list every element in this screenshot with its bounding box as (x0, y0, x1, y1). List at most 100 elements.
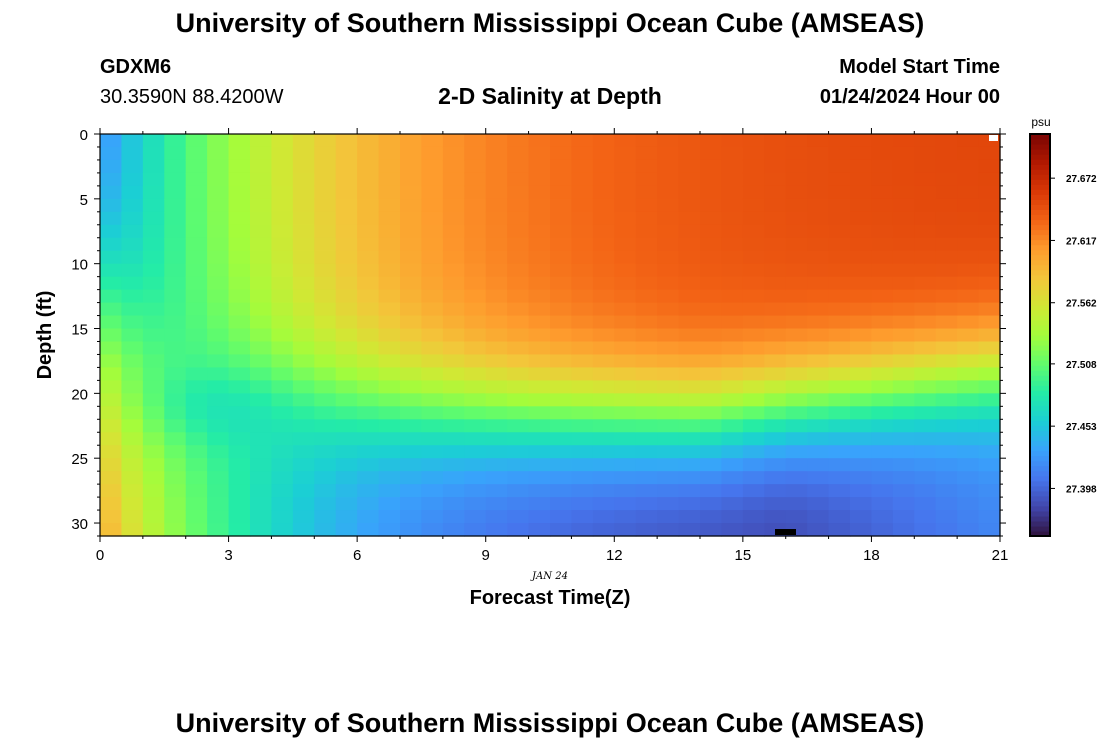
heatmap-cell (550, 276, 573, 291)
heatmap-cell (700, 367, 723, 381)
heatmap-cell (828, 276, 851, 291)
heatmap-cell (957, 159, 980, 174)
heatmap-cell (550, 159, 573, 174)
heatmap-cell (550, 198, 573, 213)
colorbar-segment (1030, 289, 1050, 296)
heatmap-cell (314, 211, 337, 226)
station-coordinates: 30.3590N 88.4200W (100, 86, 284, 108)
heatmap-cell (207, 172, 230, 187)
heatmap-cell (978, 224, 1001, 239)
heatmap-cell (657, 172, 680, 187)
heatmap-cell (892, 289, 915, 304)
heatmap-cell (635, 523, 658, 537)
heatmap-cell (228, 484, 251, 498)
heatmap-cell (507, 367, 530, 381)
heatmap-cell (185, 497, 208, 511)
heatmap-cell (314, 367, 337, 381)
heatmap-cell (250, 276, 273, 291)
heatmap-cell (314, 510, 337, 524)
heatmap-cell (764, 432, 787, 446)
heatmap-cell (635, 198, 658, 213)
colorbar-segment (1030, 465, 1050, 472)
heatmap-cell (957, 354, 980, 369)
heatmap-cell (571, 406, 594, 420)
heatmap-cell (635, 159, 658, 174)
heatmap-cell (185, 224, 208, 239)
heatmap-cell (550, 367, 573, 381)
colorbar-segment (1030, 189, 1050, 195)
heatmap-cell (335, 523, 358, 537)
heatmap-cell (164, 380, 187, 394)
heatmap-cell (228, 315, 251, 330)
heatmap-cell (935, 289, 958, 304)
heatmap-cell (207, 159, 230, 174)
heatmap-cell (335, 367, 358, 381)
heatmap-cell (700, 510, 723, 524)
colorbar-segment (1030, 530, 1050, 537)
heatmap-cell (892, 328, 915, 343)
heatmap-cell (528, 471, 551, 485)
heatmap-cell (935, 328, 958, 343)
heatmap-cell (957, 419, 980, 433)
heatmap-cell (785, 159, 808, 174)
heatmap-cell (121, 263, 144, 278)
heatmap-cell (978, 172, 1001, 187)
heatmap-cell (464, 510, 487, 524)
heatmap-cell (721, 134, 744, 148)
heatmap-cell (871, 134, 894, 148)
heatmap-cell (700, 276, 723, 291)
heatmap-cell (228, 432, 251, 446)
heatmap-cell (635, 497, 658, 511)
heatmap-cell (442, 172, 465, 187)
heatmap-cell (635, 263, 658, 278)
heatmap-cell (442, 471, 465, 485)
heatmap-cell (828, 185, 851, 200)
heatmap-cell (957, 497, 980, 511)
colorbar-segment (1030, 154, 1050, 160)
heatmap-cell (785, 237, 808, 252)
heatmap-cell (142, 250, 165, 265)
heatmap-cell (828, 146, 851, 161)
heatmap-cell (207, 328, 230, 343)
heatmap-cell (400, 315, 423, 330)
heatmap-cell (250, 471, 273, 485)
heatmap-cell (271, 198, 294, 213)
heatmap-cell (228, 250, 251, 265)
heatmap-cell (807, 497, 830, 511)
colorbar-tick-label: 27.672 (1066, 174, 1097, 185)
heatmap-cell (828, 367, 851, 381)
heatmap-cell (164, 471, 187, 485)
heatmap-cell (421, 159, 444, 174)
heatmap-cell (592, 237, 615, 252)
y-tick-label: 0 (80, 127, 88, 144)
heatmap-cell (400, 484, 423, 498)
heatmap-cell (807, 432, 830, 446)
heatmap-cell (614, 523, 637, 537)
colorbar-segment (1030, 495, 1050, 502)
heatmap-cell (785, 134, 808, 148)
heatmap-cell (164, 315, 187, 330)
heatmap-cell (250, 497, 273, 511)
heatmap-cell (614, 458, 637, 472)
heatmap-cell (528, 484, 551, 498)
heatmap-cell (914, 185, 937, 200)
heatmap-cell (635, 134, 658, 148)
heatmap-cell (442, 224, 465, 239)
heatmap-cell (378, 237, 401, 252)
heatmap-cell (335, 276, 358, 291)
heatmap-cell (807, 445, 830, 459)
heatmap-cell (742, 497, 765, 511)
heatmap-cell (185, 354, 208, 369)
heatmap-cell (335, 146, 358, 161)
heatmap-cell (678, 354, 701, 369)
heatmap-cell (850, 471, 873, 485)
heatmap-cell (121, 289, 144, 304)
heatmap-cell (892, 302, 915, 317)
heatmap-cell (957, 432, 980, 446)
heatmap-cell (314, 198, 337, 213)
heatmap-cell (742, 393, 765, 407)
heatmap-cell (892, 419, 915, 433)
heatmap-cell (550, 432, 573, 446)
heatmap-cell (100, 276, 123, 291)
heatmap-cell (464, 458, 487, 472)
